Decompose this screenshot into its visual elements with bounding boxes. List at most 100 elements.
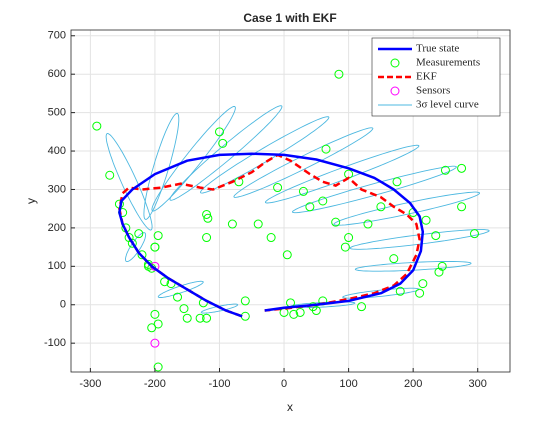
point xyxy=(437,261,447,271)
point xyxy=(357,302,367,312)
y-tick-label: 100 xyxy=(48,260,66,272)
level-curve xyxy=(233,127,374,198)
level-curve xyxy=(354,261,472,272)
point xyxy=(214,127,224,137)
point xyxy=(202,209,212,219)
point xyxy=(203,213,213,223)
x-tick-label: 100 xyxy=(339,378,357,390)
point xyxy=(376,202,386,212)
point xyxy=(421,215,431,225)
point xyxy=(150,242,160,252)
level-curve xyxy=(151,106,236,212)
point xyxy=(305,202,315,212)
point xyxy=(179,304,189,314)
point xyxy=(150,338,160,348)
point xyxy=(266,233,276,243)
y-tick-label: 600 xyxy=(48,68,66,80)
legend-label: 3σ level curve xyxy=(416,99,479,111)
x-tick-label: 300 xyxy=(469,378,487,390)
point xyxy=(440,165,450,175)
point xyxy=(321,144,331,154)
level-curve xyxy=(333,191,480,226)
point xyxy=(153,231,163,241)
point xyxy=(202,313,212,323)
point xyxy=(457,163,467,173)
point xyxy=(431,231,441,241)
point xyxy=(295,307,305,317)
y-tick-label: 0 xyxy=(60,299,66,311)
point xyxy=(415,288,425,298)
y-tick-label: -100 xyxy=(44,337,66,349)
x-tick-label: -100 xyxy=(208,378,230,390)
point xyxy=(153,362,163,372)
point xyxy=(92,121,102,131)
x-axis-label: x xyxy=(287,400,293,414)
point xyxy=(457,202,467,212)
point xyxy=(318,196,328,206)
level-curve xyxy=(264,144,420,204)
axes-box xyxy=(70,29,511,373)
legend-label: Sensors xyxy=(416,85,450,97)
level-curve xyxy=(143,112,180,220)
point xyxy=(469,229,479,239)
point xyxy=(150,309,160,319)
x-tick-label: -300 xyxy=(79,378,101,390)
level-curve xyxy=(200,303,239,314)
point xyxy=(105,170,115,180)
level-curve xyxy=(292,165,457,214)
level-curve xyxy=(125,232,147,263)
x-tick-label: -200 xyxy=(144,378,166,390)
point xyxy=(282,250,292,260)
y-tick-label: 500 xyxy=(48,107,66,119)
point xyxy=(153,319,163,329)
legend-box xyxy=(371,37,501,117)
x-tick-label: 0 xyxy=(281,378,287,390)
point xyxy=(331,217,341,227)
legend-symbol xyxy=(390,86,400,96)
point xyxy=(392,177,402,187)
point xyxy=(418,279,428,289)
point xyxy=(273,183,283,193)
legend-label: EKF xyxy=(416,71,437,83)
y-tick-label: 400 xyxy=(48,145,66,157)
level-curve xyxy=(157,280,204,298)
point xyxy=(334,69,344,79)
legend-label: Measurements xyxy=(416,57,480,69)
level-curve xyxy=(169,105,283,201)
point xyxy=(253,219,263,229)
y-tick-label: 700 xyxy=(48,30,66,42)
point xyxy=(227,219,237,229)
point xyxy=(182,313,192,323)
level-curve xyxy=(200,116,330,194)
point xyxy=(173,292,183,302)
level-curve xyxy=(105,133,153,231)
point xyxy=(311,306,321,316)
point xyxy=(298,186,308,196)
point xyxy=(195,313,205,323)
legend-label: True state xyxy=(416,43,459,55)
point xyxy=(160,277,170,287)
point xyxy=(137,250,147,260)
level-curve xyxy=(349,229,490,250)
point xyxy=(134,229,144,239)
point xyxy=(202,233,212,243)
point xyxy=(363,219,373,229)
point xyxy=(395,286,405,296)
point xyxy=(289,309,299,319)
point xyxy=(143,259,153,269)
y-axis-label: y xyxy=(24,198,38,204)
point xyxy=(218,138,228,148)
point xyxy=(127,238,137,248)
true-state-line xyxy=(118,152,425,318)
point xyxy=(344,233,354,243)
chart-title: Case 1 with EKF xyxy=(243,11,336,25)
point xyxy=(389,254,399,264)
point xyxy=(147,323,157,333)
point xyxy=(240,296,250,306)
point xyxy=(340,242,350,252)
level-curve xyxy=(342,287,420,299)
x-tick-label: 200 xyxy=(404,378,422,390)
y-tick-label: 200 xyxy=(48,222,66,234)
y-tick-label: 300 xyxy=(48,183,66,195)
